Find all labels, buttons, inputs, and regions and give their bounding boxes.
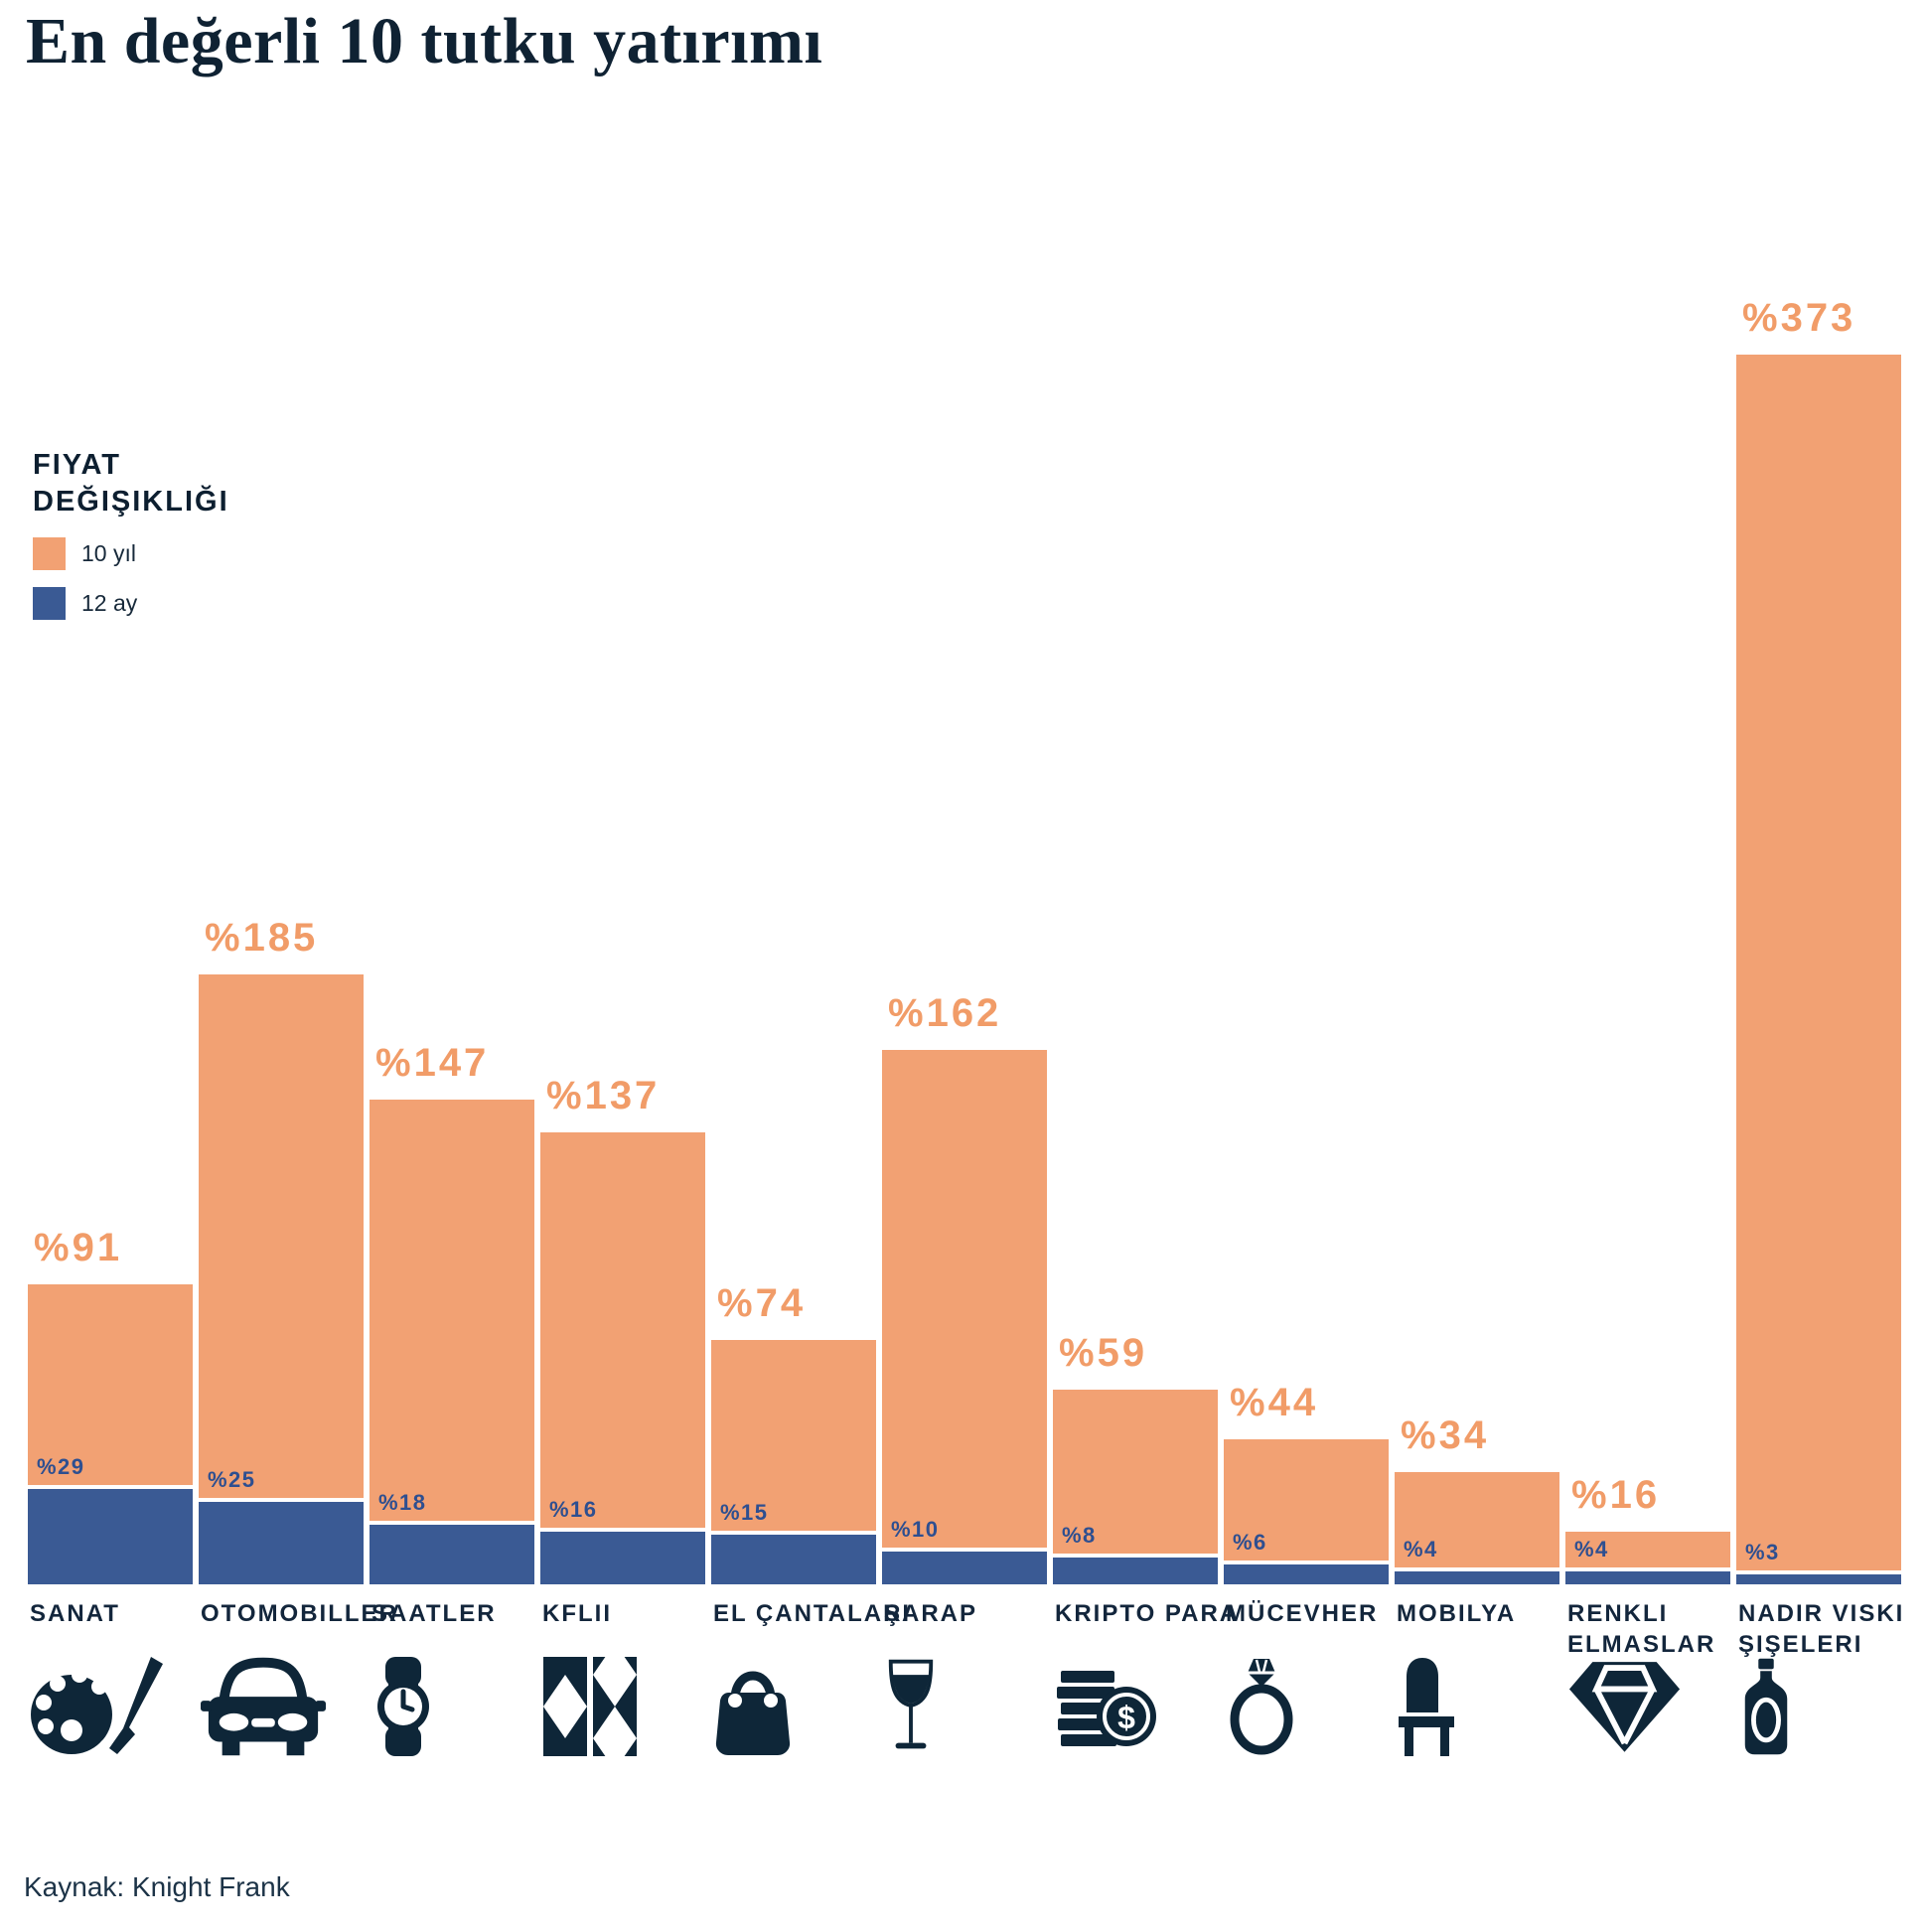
category-label: MÜCEVHER [1226,1600,1379,1627]
chart-column: %44 %6 MÜCEVHER [1224,0,1389,1932]
legend-item-10yil: 10 yıl [33,537,229,571]
chart-column: %162 %10 ŞARAP [882,0,1047,1932]
page-title: En değerli 10 tutku yatırımı [26,5,823,77]
value-label-10yil: %59 [1059,1331,1148,1375]
chart-column: %137 %16 KFLII [540,0,705,1932]
bar-12ay [1565,1567,1730,1584]
kflii-pattern-icon [542,1657,637,1756]
legend-heading: FIYAT DEĞIŞIKLIĞI [33,449,229,519]
bar-12ay [1053,1554,1218,1584]
bar-10yil [1395,1472,1559,1584]
bar-12ay [540,1528,705,1584]
chart-column: %91 %29 SANAT [28,0,193,1932]
bar-10yil [199,974,364,1584]
value-label-10yil: %137 [546,1074,661,1117]
category-label: ŞARAP [884,1600,978,1627]
whisky-bottle-icon [1738,1657,1794,1756]
chart-column: %74 %15 EL ÇANTALARI [711,0,909,1932]
legend-swatch-10yil-icon [33,537,66,571]
value-label-10yil: %162 [888,991,1002,1035]
value-label-12ay: %4 [1404,1537,1438,1561]
ring-icon [1226,1657,1297,1756]
bar-10yil [1736,355,1901,1584]
palette-icon [30,1657,169,1756]
value-label-12ay: %15 [720,1500,769,1525]
legend-item-12ay: 12 ay [33,587,229,621]
legend: FIYAT DEĞIŞIKLIĞI 10 yıl 12 ay [33,447,229,621]
chart-column: %59 %8 KRIPTO PARA [1053,0,1237,1932]
chart-column: %373 %3 NADIR VISKI ŞIŞELERI [1736,0,1905,1932]
legend-swatch-12ay-icon [33,587,66,621]
bar-12ay [199,1498,364,1584]
value-label-10yil: %16 [1571,1473,1661,1517]
bar-12ay [28,1485,193,1584]
car-icon [201,1657,326,1756]
value-label-10yil: %74 [717,1281,807,1325]
category-label: SAATLER [371,1600,497,1627]
diamond-icon [1567,1657,1682,1756]
bar-10yil [370,1100,534,1584]
chart-column: %147 %18 SAATLER [370,0,534,1932]
coins-icon [1055,1657,1162,1756]
value-label-10yil: %34 [1401,1413,1490,1457]
category-label: SANAT [30,1600,120,1627]
value-label-12ay: %6 [1233,1530,1267,1555]
wine-glass-icon [884,1657,938,1756]
value-label-12ay: %29 [37,1454,85,1479]
category-label: RENKLI ELMASLAR [1567,1600,1716,1659]
chart-column: %16 %4 RENKLI ELMASLAR [1565,0,1730,1932]
source-note: Kaynak: Knight Frank [24,1871,290,1902]
bar-10yil [1224,1439,1389,1584]
value-label-12ay: %25 [208,1467,256,1492]
value-label-10yil: %91 [34,1226,123,1269]
category-label: OTOMOBILLER [201,1600,398,1627]
bar-12ay [882,1548,1047,1584]
legend-label-10yil: 10 yıl [81,540,136,567]
value-label-10yil: %373 [1742,296,1856,340]
category-label: KRIPTO PARA [1055,1600,1240,1627]
value-label-10yil: %147 [375,1041,490,1085]
category-label: MOBILYA [1397,1600,1517,1627]
value-label-12ay: %8 [1062,1523,1097,1548]
bar-12ay [1224,1560,1389,1584]
value-label-12ay: %16 [549,1497,598,1522]
value-label-12ay: %18 [378,1490,427,1515]
bar-12ay [1736,1570,1901,1584]
bar-10yil [882,1050,1047,1584]
category-label: EL ÇANTALARI [713,1600,912,1627]
chart-column: %34 %4 MOBILYA [1395,0,1559,1932]
category-label: KFLII [542,1600,612,1627]
value-label-12ay: %4 [1574,1537,1609,1561]
value-label-12ay: %3 [1745,1540,1780,1564]
handbag-icon [713,1657,793,1756]
legend-label-12ay: 12 ay [81,590,138,617]
chart-column: %185 %25 OTOMOBILLER [199,0,396,1932]
value-label-10yil: %44 [1230,1381,1319,1424]
value-label-12ay: %10 [891,1517,940,1542]
watch-icon [371,1657,435,1756]
bar-12ay [1395,1567,1559,1584]
bar-12ay [711,1531,876,1584]
chair-icon [1397,1657,1458,1756]
value-label-10yil: %185 [205,916,319,960]
category-label: NADIR VISKI ŞIŞELERI [1738,1600,1905,1659]
bar-10yil [540,1132,705,1584]
bar-12ay [370,1521,534,1584]
bar-10yil [1053,1390,1218,1584]
